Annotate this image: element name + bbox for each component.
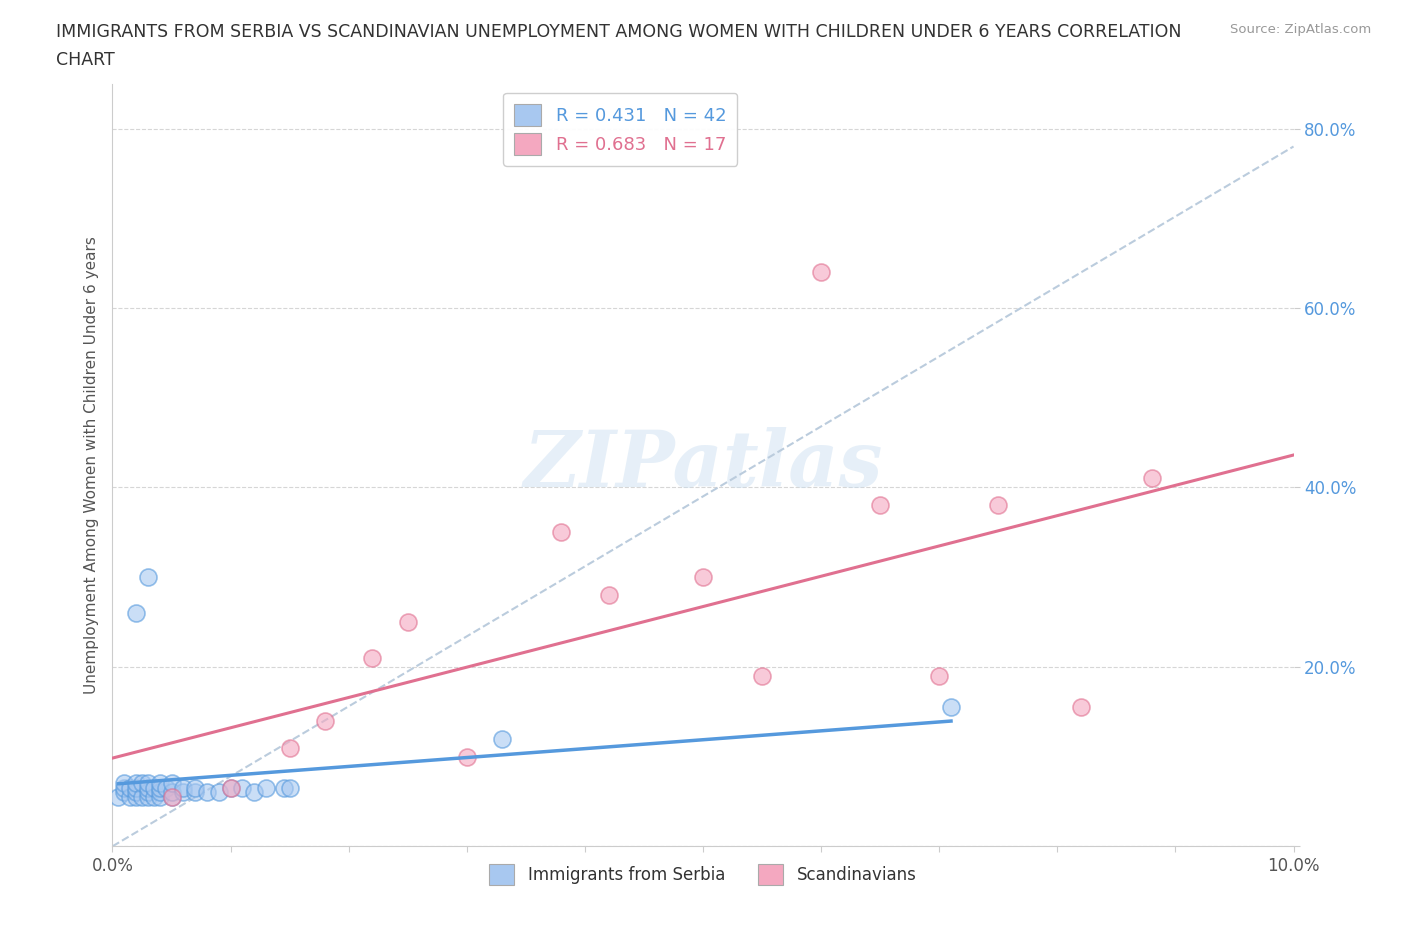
Point — [125, 605, 148, 620]
Point — [149, 790, 172, 804]
Point — [491, 731, 513, 746]
Point — [184, 785, 207, 800]
Point — [160, 790, 183, 804]
Point — [149, 780, 172, 795]
Point — [136, 790, 159, 804]
Point — [160, 776, 183, 790]
Point — [120, 790, 142, 804]
Point — [160, 785, 183, 800]
Point — [939, 699, 962, 714]
Point — [219, 780, 242, 795]
Point — [278, 740, 301, 755]
Point — [751, 669, 773, 684]
Point — [155, 780, 177, 795]
Point — [810, 265, 832, 280]
Point — [273, 780, 295, 795]
Point — [184, 780, 207, 795]
Point — [120, 780, 142, 795]
Point — [142, 780, 165, 795]
Point — [142, 790, 165, 804]
Point — [1070, 699, 1092, 714]
Point — [136, 780, 159, 795]
Point — [278, 780, 301, 795]
Point — [149, 776, 172, 790]
Text: CHART: CHART — [56, 51, 115, 69]
Point — [125, 785, 148, 800]
Point — [456, 750, 478, 764]
Point — [361, 650, 384, 665]
Point — [112, 785, 135, 800]
Point — [243, 785, 266, 800]
Point — [550, 525, 572, 539]
Point — [125, 776, 148, 790]
Point — [987, 498, 1010, 512]
Y-axis label: Unemployment Among Women with Children Under 6 years: Unemployment Among Women with Children U… — [83, 236, 98, 694]
Point — [208, 785, 231, 800]
Point — [598, 588, 620, 603]
Point — [136, 776, 159, 790]
Point — [125, 790, 148, 804]
Text: ZIPatlas: ZIPatlas — [523, 427, 883, 503]
Point — [172, 785, 194, 800]
Text: IMMIGRANTS FROM SERBIA VS SCANDINAVIAN UNEMPLOYMENT AMONG WOMEN WITH CHILDREN UN: IMMIGRANTS FROM SERBIA VS SCANDINAVIAN U… — [56, 23, 1181, 41]
Point — [131, 776, 153, 790]
Point — [136, 785, 159, 800]
Point — [131, 790, 153, 804]
Point — [396, 615, 419, 630]
Point — [692, 570, 714, 585]
Point — [928, 669, 950, 684]
Point — [136, 570, 159, 585]
Text: Source: ZipAtlas.com: Source: ZipAtlas.com — [1230, 23, 1371, 36]
Point — [107, 790, 129, 804]
Point — [1140, 471, 1163, 485]
Point — [112, 780, 135, 795]
Point — [112, 776, 135, 790]
Point — [160, 790, 183, 804]
Point — [149, 785, 172, 800]
Point — [314, 713, 336, 728]
Point — [195, 785, 218, 800]
Point — [219, 780, 242, 795]
Point — [254, 780, 277, 795]
Legend: Immigrants from Serbia, Scandinavians: Immigrants from Serbia, Scandinavians — [482, 857, 924, 891]
Point — [231, 780, 253, 795]
Point — [172, 780, 194, 795]
Point — [125, 780, 148, 795]
Point — [869, 498, 891, 512]
